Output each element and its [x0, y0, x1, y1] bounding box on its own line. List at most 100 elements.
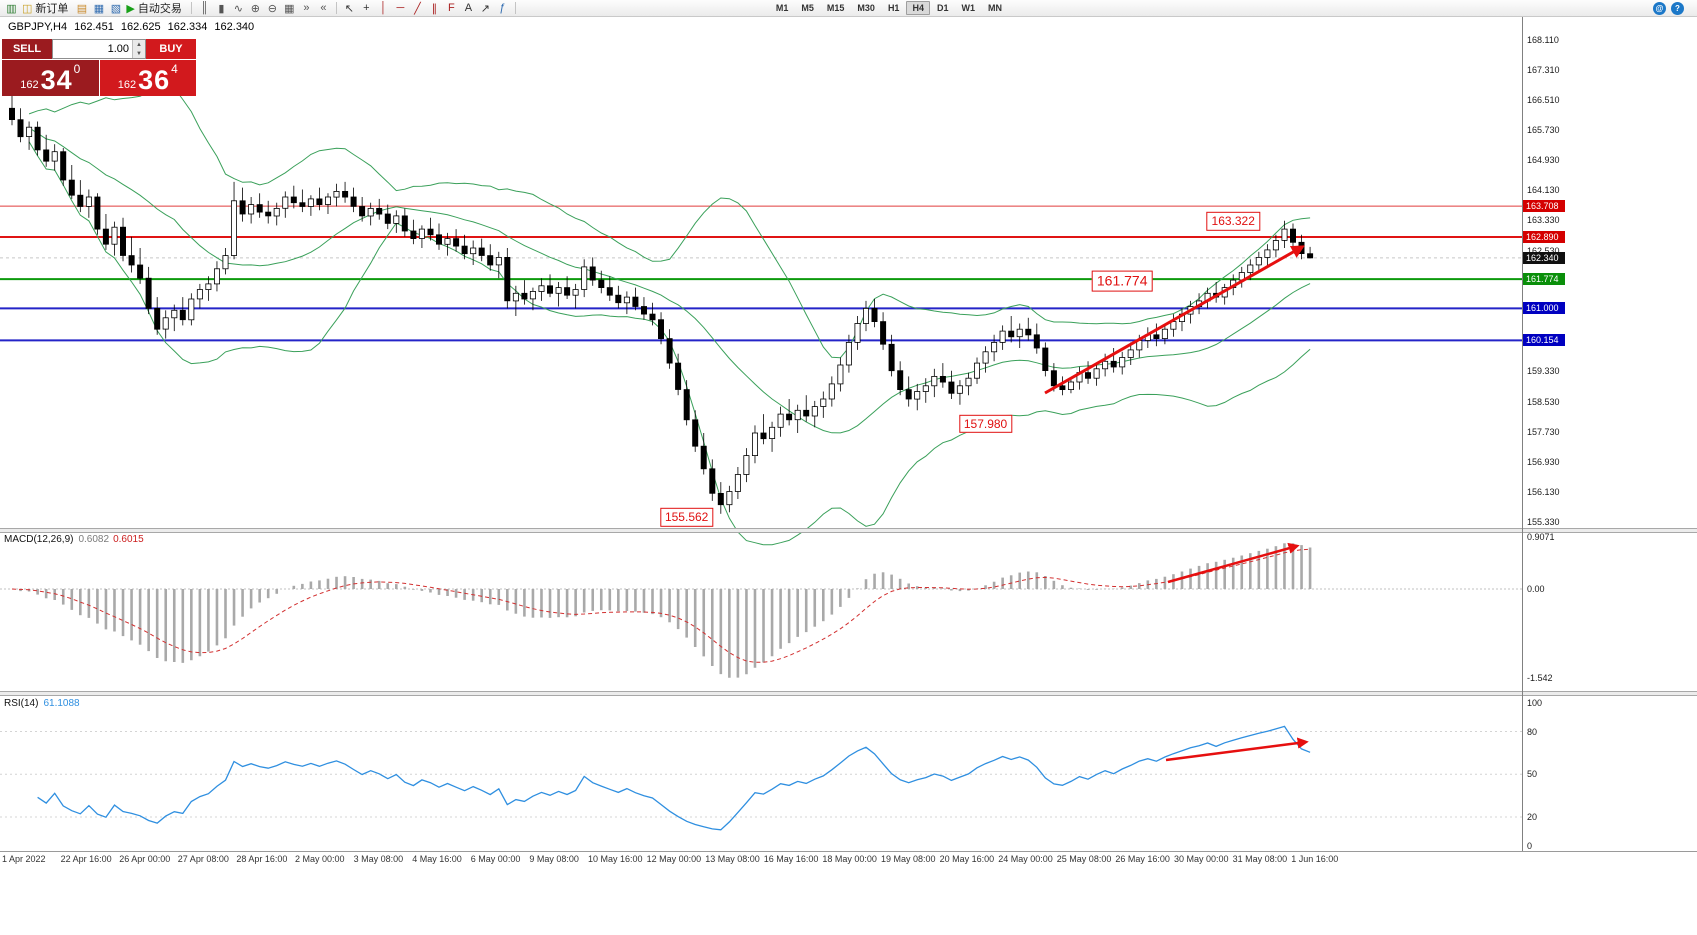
price-axis-label: 158.530: [1527, 396, 1560, 407]
timeframe-button-mn[interactable]: MN: [987, 3, 1002, 13]
annotation-label[interactable]: 163.322: [1206, 211, 1260, 231]
candle-body: [982, 351, 989, 364]
macd-signal-value: 0.6015: [113, 534, 144, 545]
trend-arrow-rsi[interactable]: [1165, 737, 1309, 762]
trend-arrow-main[interactable]: [1044, 245, 1305, 395]
candle-body: [120, 226, 127, 256]
crosshair-icon[interactable]: +: [363, 2, 370, 14]
buy-price-button[interactable]: 162 36 4: [99, 60, 196, 96]
new-chart-icon[interactable]: ▥: [6, 2, 17, 15]
candlestick-chart-icon[interactable]: ▮: [218, 2, 225, 15]
candle-body: [34, 126, 41, 151]
candle-body: [692, 419, 699, 447]
annotation-label[interactable]: 157.980: [958, 414, 1013, 434]
candle-body: [845, 341, 852, 366]
auto-trading-button[interactable]: ▶ 自动交易: [124, 1, 186, 16]
ohlc-close: 162.340: [214, 21, 255, 33]
panel-separator-main-macd[interactable]: [0, 528, 1697, 533]
timeframe-button-h4[interactable]: H4: [906, 1, 930, 15]
annotation-label[interactable]: 161.774: [1091, 270, 1153, 292]
zoom-out-icon[interactable]: ⊖: [267, 2, 277, 15]
candle-body: [974, 362, 981, 379]
trend-arrow-macd[interactable]: [1167, 542, 1300, 584]
buy-button[interactable]: BUY: [146, 39, 196, 59]
candle-body: [359, 206, 366, 217]
search-icon[interactable]: ?: [1671, 1, 1684, 15]
time-axis-label: 3 May 08:00: [353, 854, 404, 864]
timeframe-button-d1[interactable]: D1: [936, 3, 949, 13]
macd-axis-label: 0.9071: [1527, 531, 1555, 542]
candle-body: [188, 298, 195, 321]
panel-separator-macd-rsi[interactable]: [0, 691, 1697, 696]
auto-scroll-icon[interactable]: »: [303, 2, 310, 14]
market-watch-icon[interactable]: ▦: [93, 2, 105, 15]
candle-body: [1008, 330, 1015, 338]
candle-body: [94, 196, 101, 230]
timeframe-button-m15[interactable]: M15: [826, 3, 845, 13]
candle-body: [145, 277, 152, 309]
candle-body: [316, 198, 323, 205]
time-axis-label: 30 May 00:00: [1174, 854, 1229, 864]
horizontal-line-icon[interactable]: ─: [396, 2, 405, 14]
line-chart-icon[interactable]: ∿: [233, 2, 243, 15]
candle-body: [60, 151, 67, 181]
price-tag: 163.708: [1523, 200, 1565, 213]
candle-body: [623, 296, 630, 304]
annotation-label[interactable]: 155.562: [659, 507, 714, 527]
sell-price-button[interactable]: 162 34 0: [2, 60, 99, 96]
candle-body: [700, 445, 707, 470]
timeframe-button-w1[interactable]: W1: [961, 3, 975, 13]
fibonacci-icon[interactable]: F: [448, 2, 455, 14]
bar-chart-icon[interactable]: ║: [200, 2, 209, 14]
rsi-axis-label: 50: [1527, 769, 1538, 780]
rsi-name: RSI(14): [4, 698, 39, 709]
candle-body: [239, 200, 246, 215]
buy-price-pipette: 4: [171, 62, 178, 76]
indicators-icon[interactable]: ƒ: [499, 2, 506, 14]
candlestick-series: [8, 83, 1314, 514]
bollinger-upper: [28, 86, 1311, 359]
vertical-line-icon[interactable]: │: [379, 2, 387, 14]
text-icon[interactable]: A: [464, 2, 473, 14]
new-order-button[interactable]: ◫ 新订单: [20, 1, 73, 16]
tile-windows-icon[interactable]: ▦: [284, 2, 295, 15]
candle-body: [1085, 372, 1092, 379]
time-axis-label: 27 Apr 08:00: [177, 854, 229, 864]
candle-body: [752, 432, 759, 457]
data-window-icon[interactable]: ▧: [110, 2, 122, 15]
mql5-community-icon[interactable]: @: [1653, 1, 1666, 15]
candle-body: [777, 413, 784, 428]
symbol-info: GBPJPY,H4 162.451 162.625 162.334 162.340: [8, 21, 261, 33]
ohlc-low: 162.334: [167, 21, 208, 33]
time-axis-label: 22 Apr 16:00: [60, 854, 112, 864]
chart-profiles-icon[interactable]: ▤: [76, 2, 88, 15]
arrows-icon[interactable]: ↗: [480, 2, 490, 15]
candle-body: [1016, 328, 1023, 338]
candle-body: [333, 190, 340, 198]
timeframe-button-m1[interactable]: M1: [775, 3, 789, 13]
equidistant-channel-icon[interactable]: ∥: [431, 2, 438, 15]
volume-input[interactable]: [53, 40, 132, 58]
candle-body: [162, 317, 169, 330]
candle-body: [213, 268, 220, 285]
timeframe-button-m5[interactable]: M5: [801, 3, 814, 13]
candle-body: [1059, 385, 1066, 390]
volume-increase-button[interactable]: ▲: [133, 40, 145, 49]
price-axis-label: 167.310: [1527, 65, 1560, 76]
chart-shift-icon[interactable]: «: [320, 2, 327, 14]
candle-body: [461, 245, 468, 255]
candle-body: [709, 468, 716, 494]
volume-decrease-button[interactable]: ▼: [133, 49, 145, 58]
candle-body: [760, 432, 767, 440]
cursor-icon[interactable]: ↖: [344, 2, 354, 15]
zoom-in-icon[interactable]: ⊕: [250, 2, 260, 15]
candle-body: [85, 196, 92, 207]
sell-button[interactable]: SELL: [2, 39, 52, 59]
candle-body: [230, 200, 237, 256]
trendline-icon[interactable]: ╱: [414, 2, 421, 15]
candle-body: [8, 107, 15, 121]
candle-body: [649, 313, 656, 321]
timeframe-button-m30[interactable]: M30: [857, 3, 875, 13]
timeframe-button-h1[interactable]: H1: [887, 3, 900, 13]
